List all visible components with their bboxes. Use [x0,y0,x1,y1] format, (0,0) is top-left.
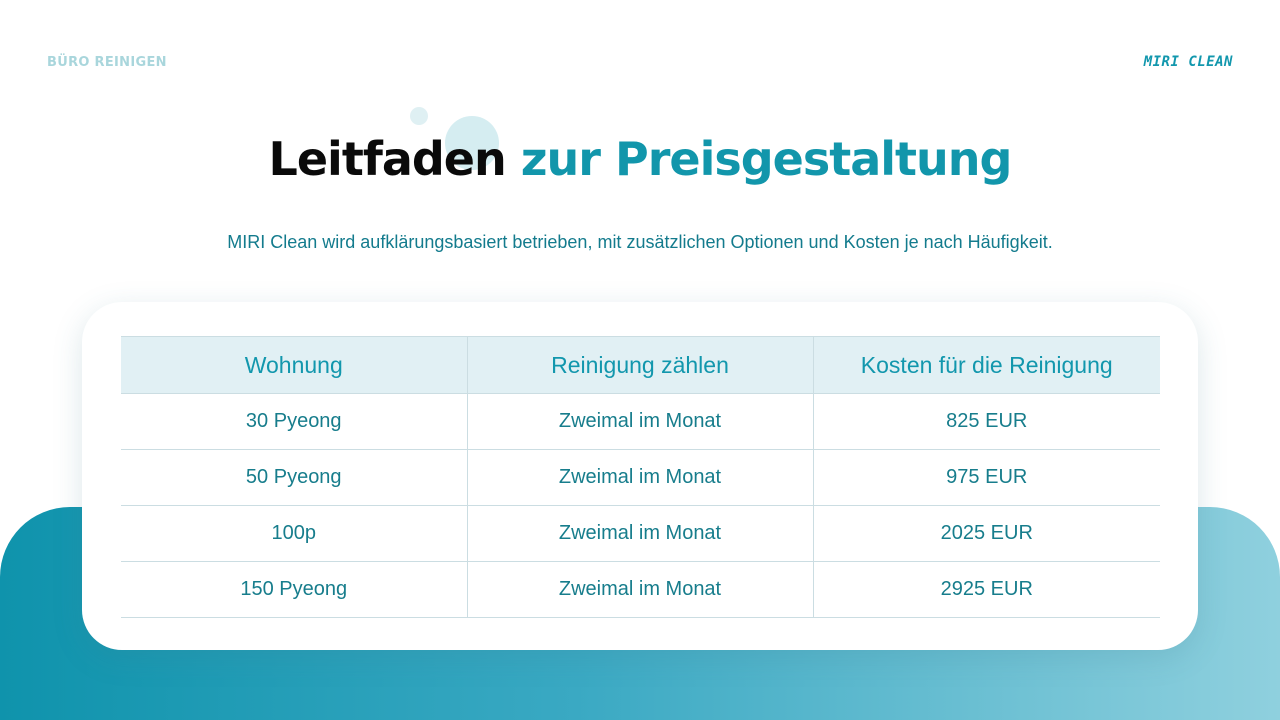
table-row: 30 Pyeong Zweimal im Monat 825 EUR [121,393,1160,450]
table-row: 50 Pyeong Zweimal im Monat 975 EUR [121,449,1160,506]
header-cleaning-cost: Kosten für die Reinigung [813,336,1160,394]
header-cleaning-count: Reinigung zählen [467,336,814,394]
cell-frequency: Zweimal im Monat [467,561,814,618]
cell-frequency: Zweimal im Monat [467,393,814,450]
table-row: 100p Zweimal im Monat 2025 EUR [121,505,1160,562]
title-part-2: zur Preisgestaltung [520,132,1013,186]
cell-frequency: Zweimal im Monat [467,505,814,562]
table-header-row: Wohnung Reinigung zählen Kosten für die … [121,336,1160,394]
cell-apartment: 150 Pyeong [121,561,468,618]
cell-apartment: 50 Pyeong [121,449,468,506]
cell-cost: 975 EUR [813,449,1160,506]
cell-cost: 2925 EUR [813,561,1160,618]
decorative-bubble-small [410,107,428,125]
title-part-1: Leitfaden [268,132,507,186]
pricing-card: Wohnung Reinigung zählen Kosten für die … [82,302,1198,650]
table-row: 150 Pyeong Zweimal im Monat 2925 EUR [121,561,1160,618]
pricing-table: Wohnung Reinigung zählen Kosten für die … [121,336,1160,618]
cell-frequency: Zweimal im Monat [467,449,814,506]
page-subtitle: MIRI Clean wird aufklärungsbasiert betri… [227,232,1053,252]
cell-apartment: 30 Pyeong [121,393,468,450]
cell-cost: 2025 EUR [813,505,1160,562]
header-apartment: Wohnung [121,336,468,394]
decorative-bubble-large [445,116,499,170]
cell-cost: 825 EUR [813,393,1160,450]
cell-apartment: 100p [121,505,468,562]
brand-logo-text: MIRI CLEAN [1143,54,1233,70]
page-title: Leitfaden zur Preisgestaltung [0,132,1280,186]
section-label: BÜRO REINIGEN [47,55,167,70]
